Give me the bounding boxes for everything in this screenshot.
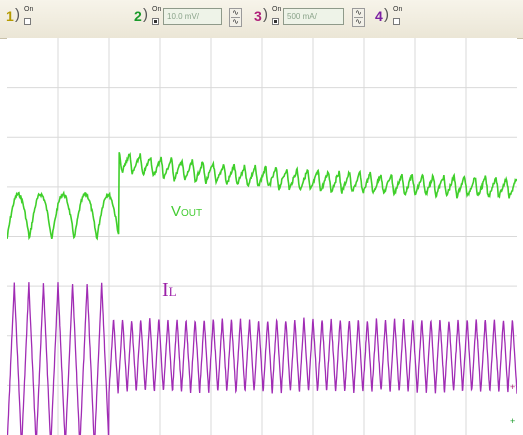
channel-3-on-checkbox[interactable]	[272, 18, 279, 25]
channel-1-paren: )	[15, 6, 20, 23]
channel-3-offset-marker[interactable]: +	[510, 382, 516, 392]
channel-4-on-label: On	[393, 6, 403, 13]
channel-2-scale-field[interactable]: 10.0 mV/	[163, 8, 222, 25]
channel-3-coupling-button[interactable]: ∿ ∿	[352, 8, 365, 27]
channel-2-on-label: On	[152, 6, 162, 13]
il-label: IL	[162, 279, 177, 302]
il-label-main: I	[162, 279, 169, 301]
channel-4-on-checkbox[interactable]	[393, 18, 400, 25]
channel-2-coupling-button[interactable]: ∿ ∿	[229, 8, 242, 27]
channel-3-scale-field[interactable]: 500 mA/	[283, 8, 344, 25]
scope-display[interactable]: VOUT IL + +	[7, 38, 517, 435]
channel-3-control[interactable]: 3 ) On	[254, 4, 284, 34]
channel-1-number: 1	[6, 8, 14, 24]
channel-3-number: 3	[254, 8, 262, 24]
channel-2-control[interactable]: 2 ) On	[134, 4, 168, 34]
vout-label-sub: OUT	[181, 208, 203, 219]
channel-3-on-label: On	[272, 6, 282, 13]
channel-2-paren: )	[143, 6, 148, 23]
channel-2-on-checkbox[interactable]	[152, 18, 159, 25]
ac-coupling-icon: ∿	[232, 8, 239, 17]
il-trace	[7, 282, 517, 435]
dc-coupling-icon: ∿	[354, 17, 363, 26]
channel-1-on-label: On	[24, 6, 34, 13]
vout-trace	[7, 151, 517, 241]
ac-coupling-icon: ∿	[355, 8, 362, 17]
channel-4-control[interactable]: 4 ) On	[375, 4, 405, 34]
channel-1-on-checkbox[interactable]	[24, 18, 31, 25]
channel-toolbar: 1 ) On 2 ) On 10.0 mV/ ∿ ∿ 3 ) On 500 mA…	[0, 0, 523, 39]
channel-3-paren: )	[263, 6, 268, 23]
channel-4-number: 4	[375, 8, 383, 24]
channel-1-control[interactable]: 1 ) On	[6, 4, 42, 34]
vout-label: VOUT	[171, 203, 202, 220]
waveform-plot	[7, 38, 517, 435]
channel-2-number: 2	[134, 8, 142, 24]
dc-coupling-icon: ∿	[231, 17, 240, 26]
graticule-grid	[7, 38, 517, 435]
channel-2-offset-marker[interactable]: +	[510, 416, 516, 426]
il-label-sub: L	[168, 284, 177, 299]
channel-4-paren: )	[384, 6, 389, 23]
vout-label-main: V	[171, 203, 182, 220]
